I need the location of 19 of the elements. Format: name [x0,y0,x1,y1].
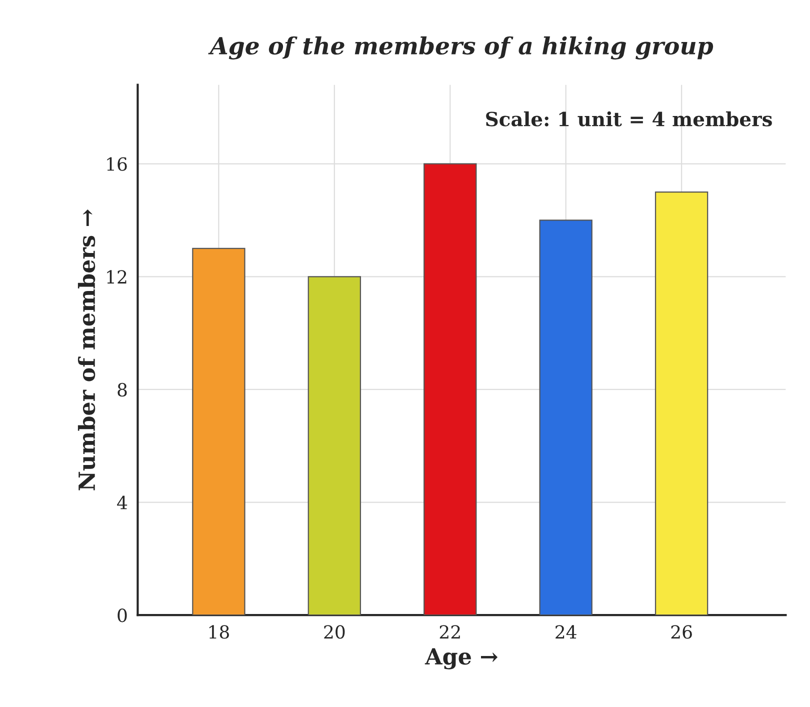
bar [192,248,246,616]
annotation: Scale: 1 unit = 4 members [486,111,772,126]
y-tick-label: 4 [117,496,128,510]
x-tick-label: 24 [556,625,576,639]
x-tick-label: 22 [440,625,460,639]
y-axis-title: Number of members → [78,209,96,490]
y-tick-label: 16 [107,157,127,171]
x-axis-title: Age → [424,648,498,670]
bar [654,191,708,616]
bar [424,163,477,616]
bar [308,276,362,616]
y-tick-label: 8 [118,382,127,397]
x-tick-label: 20 [324,625,345,639]
y-tick-label: 0 [118,608,127,622]
x-tick-label: 18 [209,625,229,639]
x-tick-label: 26 [671,625,692,639]
y-tick-label: 12 [107,270,126,284]
bar [539,220,592,616]
chart-title: Age of the members of a hiking group [208,36,714,60]
